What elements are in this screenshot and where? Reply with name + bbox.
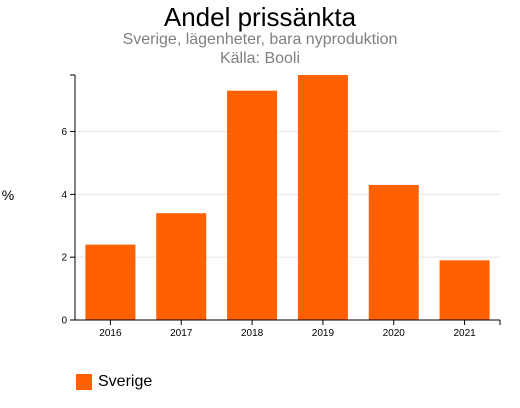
y-axis-label: % — [1, 187, 15, 203]
chart-title: Andel prissänkta — [163, 2, 357, 32]
chart-subtitle: Sverige, lägenheter, bara nyproduktion — [122, 31, 398, 48]
bar-2017 — [156, 213, 207, 320]
x-tick-label: 2020 — [383, 328, 406, 339]
y-tick-label: 4 — [61, 190, 67, 201]
legend: Sverige — [76, 373, 152, 391]
y-tick-label: 0 — [61, 316, 67, 327]
x-tick-label: 2017 — [170, 328, 193, 339]
x-tick-label: 2021 — [453, 328, 476, 339]
chart-source: Källa: Booli — [219, 50, 301, 67]
x-tick-label: 2018 — [241, 328, 264, 339]
legend-label: Sverige — [98, 373, 153, 390]
x-tick-label: 2019 — [312, 328, 335, 339]
bar-2020 — [368, 184, 419, 320]
x-tick-label: 2016 — [99, 328, 122, 339]
y-tick-label: 6 — [61, 127, 67, 138]
legend-swatch — [76, 374, 92, 390]
bar-2016 — [85, 244, 136, 320]
y-tick-label: 2 — [61, 253, 67, 264]
bar-2021 — [439, 260, 490, 320]
bar-2018 — [227, 90, 278, 320]
bar-2019 — [297, 75, 348, 320]
